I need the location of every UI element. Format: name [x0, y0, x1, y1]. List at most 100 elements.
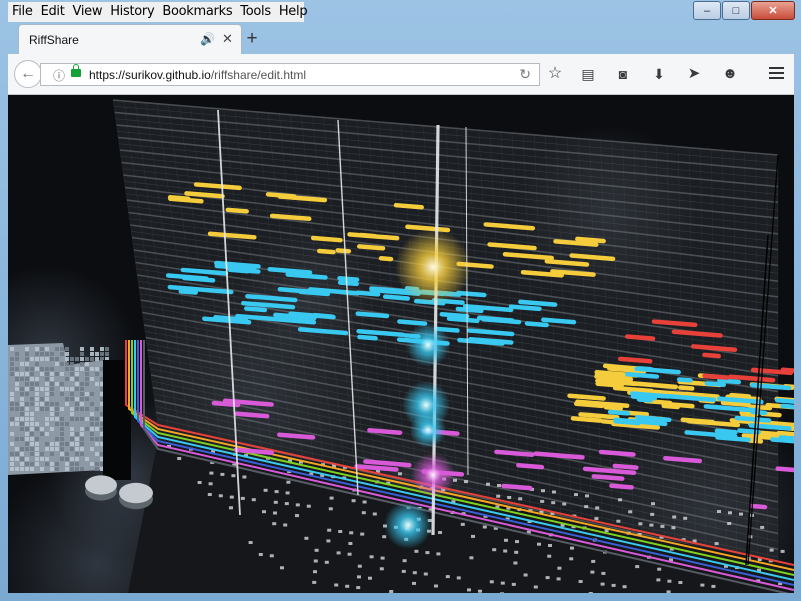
tab-riffshare[interactable]: RiffShare 🔊 ✕ — [18, 24, 242, 54]
tower-pixel — [15, 467, 19, 471]
tower-pixel — [80, 347, 84, 351]
info-icon[interactable]: ⓘ — [53, 69, 66, 83]
grid-row-line — [115, 118, 779, 179]
tower-pixel — [85, 382, 89, 386]
tower-pixel — [70, 357, 74, 361]
drum-dot — [453, 478, 457, 482]
menu-view[interactable]: View — [72, 4, 103, 19]
tower-pixel — [75, 447, 79, 451]
note — [335, 248, 352, 254]
tower-pixel — [20, 467, 24, 471]
note — [578, 412, 620, 420]
grid-col-line — [677, 146, 686, 545]
url-text[interactable]: https://surikov.github.io/riffshare/edit… — [89, 68, 306, 82]
tower-pixel — [50, 357, 54, 361]
note — [308, 287, 361, 296]
drum-dot — [286, 480, 291, 484]
drum-dot — [584, 505, 589, 509]
note — [184, 191, 225, 199]
window-controls: – □ ✕ — [693, 1, 795, 20]
tower-pixel — [30, 402, 34, 406]
drum-dot — [386, 481, 391, 485]
drum-dot — [288, 459, 292, 463]
drum-dot — [514, 550, 519, 554]
riffshare-editor-canvas[interactable] — [8, 95, 794, 593]
tower-pixel — [75, 387, 79, 391]
drum-dot — [539, 510, 544, 514]
hamburger-menu-icon[interactable] — [769, 67, 784, 79]
menu-file[interactable]: File — [12, 4, 33, 19]
back-icon[interactable]: ← — [14, 60, 42, 88]
tower-pixel — [10, 402, 14, 406]
tower-pixel — [90, 352, 94, 356]
drum-dot — [389, 590, 394, 593]
tower-pixel — [100, 357, 104, 361]
note — [213, 315, 249, 322]
tower-pixel — [10, 457, 14, 461]
note — [770, 437, 794, 444]
drum-dot — [402, 559, 407, 563]
note — [759, 420, 794, 428]
knob-top — [85, 475, 117, 495]
pocket-icon[interactable]: ◙ — [618, 66, 628, 82]
tower-pixel — [65, 452, 69, 456]
drum-dot — [313, 570, 317, 574]
new-tab-button[interactable]: + — [246, 28, 258, 49]
maximize-button[interactable]: □ — [722, 1, 750, 20]
reader-view-icon[interactable]: ▤ — [581, 66, 595, 82]
url-bar[interactable]: ⓘ https://surikov.github.io/riffshare/ed… — [40, 63, 540, 86]
download-icon[interactable]: ⬇ — [653, 66, 665, 82]
emoji-icon[interactable]: ☻ — [722, 65, 738, 82]
note — [269, 213, 312, 222]
tower-pixel — [60, 427, 64, 431]
tower-pixel — [100, 392, 104, 396]
note — [728, 374, 776, 383]
note — [612, 463, 639, 470]
tower-pixel — [20, 397, 24, 401]
note — [277, 287, 325, 295]
close-window-button[interactable]: ✕ — [751, 1, 795, 20]
reload-icon[interactable]: ↻ — [519, 66, 531, 82]
minimize-button[interactable]: – — [693, 1, 721, 20]
tower-pixel — [65, 457, 69, 461]
tower-pixel — [50, 392, 54, 396]
note — [520, 269, 564, 278]
tower-pixel — [45, 417, 49, 421]
note — [618, 356, 653, 364]
tower-pixel — [60, 407, 64, 411]
note — [630, 394, 657, 401]
tower-pixel — [35, 352, 39, 356]
tower-pixel — [65, 357, 69, 361]
drum-dot — [218, 494, 223, 498]
menu-tools[interactable]: Tools — [240, 4, 271, 19]
note — [234, 411, 270, 419]
drum-dot — [357, 564, 362, 568]
piano-roll-3d-scene[interactable] — [8, 95, 794, 593]
drum-dot — [326, 539, 331, 543]
note — [167, 284, 195, 292]
menu-edit[interactable]: Edit — [40, 4, 65, 19]
note — [337, 276, 360, 282]
note — [582, 466, 637, 475]
menu-history[interactable]: History — [110, 4, 155, 19]
tower-pixel — [30, 372, 34, 376]
drum-dot — [309, 472, 314, 476]
tower-pixel — [15, 357, 19, 361]
tower-pixel — [80, 352, 84, 356]
drum-dot — [327, 528, 332, 532]
tower-pixel — [90, 392, 94, 396]
tower-pixel — [10, 372, 14, 376]
tower-pixel — [45, 402, 49, 406]
note — [180, 267, 229, 276]
send-icon[interactable]: ➤ — [687, 65, 701, 82]
menu-help[interactable]: Help — [278, 4, 308, 19]
bookmark-star-icon[interactable]: ☆ — [547, 65, 563, 82]
note — [518, 299, 558, 307]
menu-bookmarks[interactable]: Bookmarks — [162, 4, 233, 19]
tower-pixel — [70, 437, 74, 441]
note — [541, 317, 577, 325]
drum-dot — [604, 529, 609, 533]
drum-dot — [379, 567, 384, 571]
speaker-icon[interactable]: 🔊 — [200, 32, 215, 46]
close-icon[interactable]: ✕ — [222, 31, 233, 46]
